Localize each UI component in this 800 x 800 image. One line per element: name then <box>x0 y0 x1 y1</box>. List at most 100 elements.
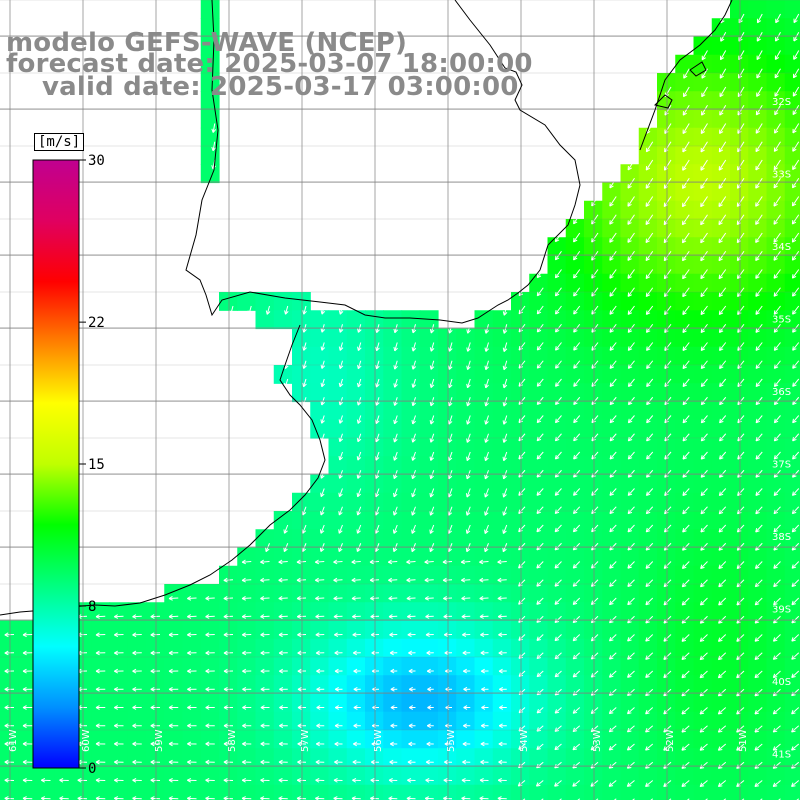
wind-speed-cell <box>255 620 275 640</box>
wind-speed-cell <box>529 657 549 676</box>
wind-speed-cell <box>365 657 384 676</box>
wind-speed-cell <box>730 675 749 695</box>
wind-speed-cell <box>474 730 494 749</box>
wind-speed-cell <box>438 547 457 567</box>
wind-speed-cell <box>219 657 238 676</box>
wind-speed-cell <box>730 602 749 622</box>
wind-speed-cell <box>784 292 800 311</box>
wind-speed-cell <box>255 675 275 695</box>
wind-speed-cell <box>401 711 421 731</box>
wind-speed-cell <box>492 711 512 731</box>
wind-speed-cell <box>492 602 512 622</box>
wind-speed-cell <box>328 693 348 713</box>
wind-speed-cell <box>383 620 403 640</box>
wind-speed-cell <box>401 584 421 603</box>
wind-speed-cell <box>675 620 695 640</box>
wind-speed-cell <box>200 73 220 92</box>
wind-speed-cell <box>766 620 786 640</box>
wind-speed-cell <box>693 675 713 695</box>
wind-speed-cell <box>419 711 439 731</box>
wind-speed-cell <box>784 127 800 147</box>
wind-speed-cell <box>584 693 603 713</box>
wind-speed-cell <box>219 693 238 713</box>
wind-speed-cell <box>784 54 800 74</box>
wind-speed-cell <box>492 638 512 658</box>
wind-speed-cell <box>310 565 330 585</box>
wind-speed-cell <box>638 675 658 695</box>
wind-speed-cell <box>365 620 384 640</box>
wind-speed-cell <box>584 620 603 640</box>
wind-speed-cell <box>529 711 549 731</box>
wind-speed-cell <box>602 584 622 603</box>
wind-speed-cell <box>638 620 658 640</box>
wind-speed-cell <box>784 401 800 421</box>
wind-speed-cell <box>182 638 202 658</box>
wind-speed-cell <box>310 657 330 676</box>
wind-speed-cell <box>383 730 403 749</box>
wind-speed-cell <box>529 693 549 713</box>
wind-speed-cell <box>200 657 220 676</box>
wind-speed-cell <box>730 657 749 676</box>
wind-speed-cell <box>365 638 384 658</box>
wind-speed-cell <box>292 748 311 768</box>
wind-speed-cell <box>693 711 713 731</box>
wind-speed-cell <box>182 711 202 731</box>
wind-speed-cell <box>292 657 311 676</box>
wind-speed-cell <box>784 711 800 731</box>
wind-speed-cell <box>784 438 800 457</box>
wind-speed-cell <box>638 693 658 713</box>
wind-speed-cell <box>456 584 476 603</box>
wind-speed-cell <box>292 675 311 695</box>
wind-speed-cell <box>547 730 567 749</box>
wind-speed-cell <box>219 620 238 640</box>
wind-speed-cell <box>547 711 567 731</box>
wind-speed-cell <box>784 511 800 530</box>
wind-speed-cell <box>383 675 403 695</box>
wind-speed-cell <box>693 638 713 658</box>
wind-speed-cell <box>383 584 403 603</box>
wind-speed-cell <box>401 602 421 622</box>
wind-speed-cell <box>620 584 640 603</box>
wind-speed-cell <box>310 620 330 640</box>
wind-speed-cell <box>365 748 384 768</box>
wind-speed-cell <box>310 584 330 603</box>
wind-speed-cell <box>784 346 800 366</box>
wind-speed-cell <box>711 675 731 695</box>
wind-speed-cell <box>328 565 348 585</box>
wind-speed-cell <box>164 693 184 713</box>
wind-speed-cell <box>565 711 585 731</box>
wind-speed-cell <box>638 657 658 676</box>
wind-speed-cell <box>292 565 311 585</box>
wind-speed-cell <box>383 711 403 731</box>
wind-speed-cell <box>310 602 330 622</box>
wind-speed-cell <box>474 584 494 603</box>
wind-speed-cell <box>638 711 658 731</box>
wind-speed-cell <box>255 638 275 658</box>
wind-speed-cell <box>365 693 384 713</box>
wind-speed-cell <box>602 620 622 640</box>
wind-speed-cell <box>784 730 800 749</box>
wind-speed-cell <box>766 675 786 695</box>
wind-speed-cell <box>693 602 713 622</box>
wind-speed-cell <box>711 711 731 731</box>
wind-speed-cell <box>492 584 512 603</box>
wind-speed-cell <box>547 584 567 603</box>
wind-speed-cell <box>401 638 421 658</box>
wind-speed-cell <box>292 547 311 567</box>
wind-speed-cell <box>693 584 713 603</box>
wind-speed-cell <box>164 675 184 695</box>
wind-speed-cell <box>474 602 494 622</box>
wind-speed-cell <box>620 711 640 731</box>
wind-speed-cell <box>784 109 800 129</box>
wind-speed-cell <box>565 584 585 603</box>
wind-speed-cell <box>383 547 403 567</box>
wind-speed-cell <box>492 657 512 676</box>
wind-speed-cell <box>657 584 676 603</box>
wind-speed-cell <box>784 602 800 622</box>
wind-speed-cell <box>711 584 731 603</box>
wind-speed-cell <box>200 638 220 658</box>
wind-speed-cell <box>255 310 275 330</box>
wind-speed-cell <box>620 620 640 640</box>
wind-speed-cell <box>584 602 603 622</box>
